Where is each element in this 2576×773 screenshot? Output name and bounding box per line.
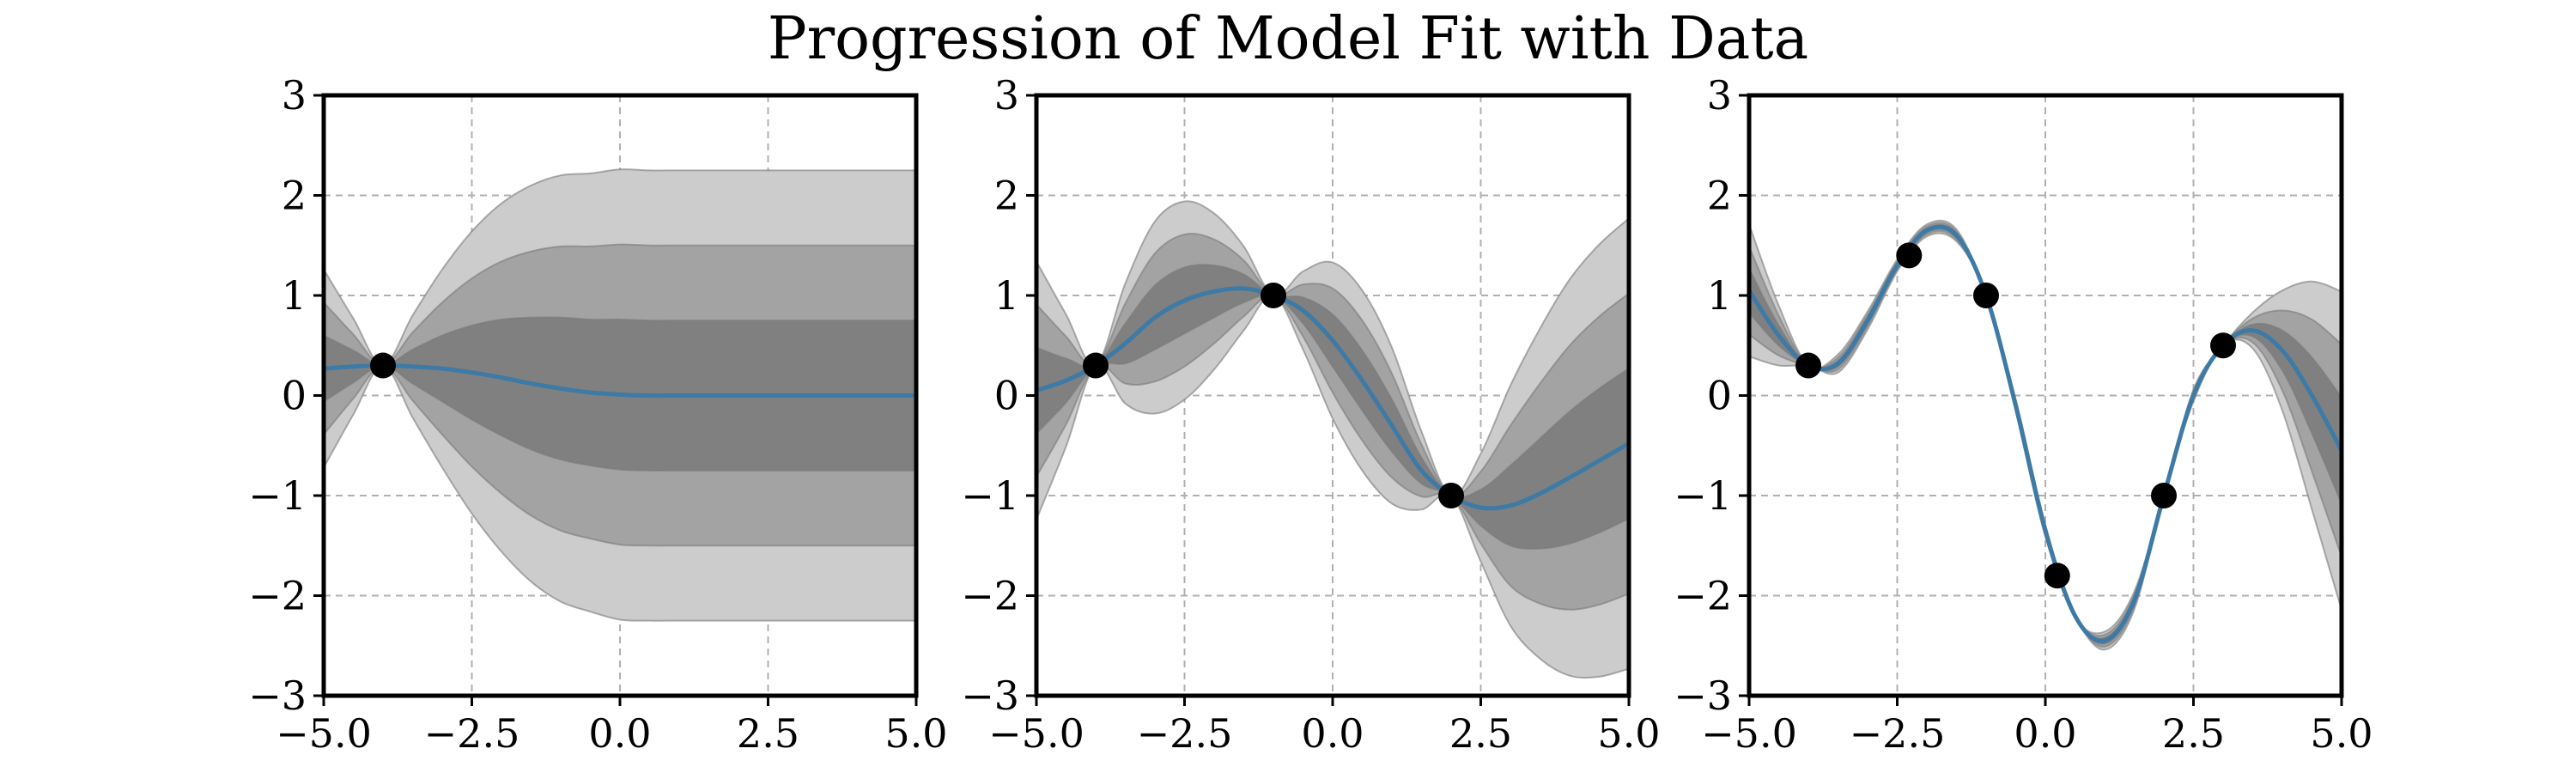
x-tick-label: −2.5: [424, 710, 520, 757]
subplots: −5.0 −2.5 0.0 2.5 5.0 −3 −2 −1 0 1 2 3 −5.0 −2.5 0.0 2.…: [248, 72, 2372, 757]
observation-point: [1896, 242, 1923, 269]
y-tick-label: −1: [1674, 472, 1732, 519]
subplot-3: −5.0 −2.5 0.0 2.5 5.0 −3 −2 −1 0 1 2 3: [1674, 72, 2372, 757]
figure-title: Progression of Model Fit with Data: [768, 5, 1808, 73]
x-tick-label: 0.0: [588, 710, 651, 757]
y-tick-label: 2: [1707, 173, 1732, 219]
x-tick-label: 5.0: [884, 710, 947, 757]
y-tick-label: −1: [961, 472, 1019, 519]
x-tick-label: −5.0: [276, 710, 372, 757]
y-tick-label: 1: [1707, 272, 1732, 319]
observation-point: [1083, 352, 1109, 379]
plot-area: [324, 168, 916, 622]
grid-lines: [1748, 94, 2342, 697]
observation-point: [370, 352, 396, 379]
y-tick-label: −3: [1674, 673, 1732, 719]
y-tick-label: −3: [248, 673, 307, 719]
x-tick-label: −5.0: [988, 710, 1084, 757]
y-tick-label: −2: [248, 573, 307, 619]
y-tick-label: 1: [994, 272, 1019, 319]
y-tick-label: 0: [994, 373, 1019, 419]
y-tick-label: −2: [1674, 573, 1732, 619]
subplot-2: −5.0 −2.5 0.0 2.5 5.0 −3 −2 −1 0 1 2 3: [961, 72, 1660, 757]
observation-point: [1261, 283, 1286, 308]
observation-point: [1973, 283, 1999, 308]
y-tick-label: 2: [282, 173, 307, 219]
observation-point: [2151, 483, 2177, 508]
x-tick-label: −5.0: [1701, 710, 1797, 757]
y-tick-label: 0: [282, 373, 307, 419]
x-tick-label: 2.5: [1449, 710, 1512, 757]
band-1sd: [1036, 264, 1629, 550]
y-tick-label: 2: [994, 173, 1019, 219]
x-tick-label: 5.0: [1597, 710, 1660, 757]
mean-line: [1749, 224, 2342, 643]
x-tick-label: 0.0: [2014, 710, 2076, 757]
x-tick-label: 2.5: [737, 710, 799, 757]
y-tick-label: 3: [1707, 72, 1732, 119]
y-tick-label: −2: [961, 573, 1019, 619]
observation-point: [2210, 332, 2236, 359]
y-tick-label: 3: [282, 72, 307, 119]
x-tick-label: 5.0: [2310, 710, 2372, 757]
observation-point: [1438, 483, 1464, 508]
x-tick-label: 0.0: [1301, 710, 1364, 757]
observation-point: [1795, 352, 1821, 379]
x-tick-label: 2.5: [2162, 710, 2225, 757]
mean-line: [1036, 286, 1629, 511]
x-tick-label: −2.5: [1137, 710, 1233, 757]
y-tick-label: 1: [282, 272, 307, 319]
y-tick-label: 3: [994, 72, 1019, 119]
y-tick-label: −3: [961, 673, 1019, 719]
mean-line: [324, 363, 916, 399]
y-tick-label: −1: [248, 472, 307, 519]
observation-point: [2044, 563, 2070, 589]
x-tick-label: −2.5: [1850, 710, 1946, 757]
y-tick-label: 0: [1707, 373, 1732, 419]
subplot-1: −5.0 −2.5 0.0 2.5 5.0 −3 −2 −1 0 1 2 3: [248, 72, 947, 757]
